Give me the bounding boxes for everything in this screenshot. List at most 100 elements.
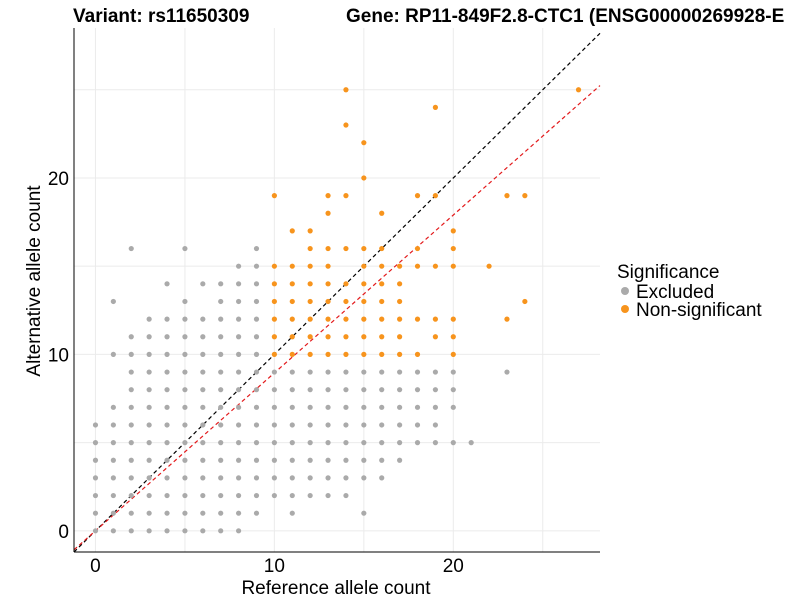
point-excluded: [128, 492, 134, 499]
point-non-significant: [414, 193, 421, 199]
point-excluded: [235, 528, 242, 534]
point-excluded: [92, 475, 99, 481]
point-excluded: [218, 351, 224, 357]
point-excluded: [146, 528, 152, 534]
point-excluded: [128, 334, 134, 340]
point-excluded: [200, 334, 206, 340]
reference-line-identity: [73, 32, 601, 553]
point-excluded: [200, 492, 206, 499]
point-excluded: [289, 404, 295, 410]
point-excluded: [289, 440, 295, 446]
point-excluded: [253, 440, 260, 446]
point-excluded: [343, 404, 349, 410]
point-excluded: [164, 316, 170, 322]
point-excluded: [164, 422, 170, 428]
point-excluded: [379, 369, 385, 375]
grid: [74, 28, 600, 552]
point-non-significant: [361, 175, 367, 181]
point-excluded: [235, 263, 242, 269]
point-non-significant: [325, 281, 331, 287]
point-excluded: [200, 387, 206, 393]
point-excluded: [128, 404, 134, 410]
point-excluded: [200, 510, 206, 516]
tick-labels: 0 10 20 0 10 20: [48, 169, 464, 577]
point-excluded: [110, 298, 116, 305]
point-excluded: [253, 369, 260, 375]
point-excluded: [325, 387, 331, 393]
point-excluded: [307, 387, 313, 393]
point-excluded: [379, 440, 385, 446]
point-non-significant: [325, 245, 331, 252]
reference-line-fit: [73, 85, 601, 551]
point-excluded: [325, 440, 331, 446]
reference-lines: [73, 32, 601, 553]
point-excluded: [128, 528, 134, 534]
point-non-significant: [450, 351, 456, 357]
x-axis-title: Reference allele count: [241, 578, 431, 599]
point-excluded: [164, 440, 170, 446]
point-excluded: [200, 457, 206, 463]
point-non-significant: [271, 316, 277, 322]
point-excluded: [343, 475, 349, 481]
legend-label-non-significant: Non-significant: [636, 300, 762, 321]
point-excluded: [110, 475, 116, 481]
legend-title: Significance: [617, 262, 719, 283]
point-excluded: [289, 369, 295, 375]
point-excluded: [146, 492, 152, 499]
point-excluded: [253, 457, 260, 463]
chart-title-gene: Gene: RP11-849F2.8-CTC1 (ENSG00000269928…: [346, 6, 784, 27]
point-excluded: [128, 245, 134, 252]
point-excluded: [164, 281, 170, 287]
point-excluded: [289, 510, 295, 516]
point-non-significant: [343, 298, 349, 305]
point-excluded: [325, 475, 331, 481]
point-excluded: [450, 404, 456, 410]
point-excluded: [343, 387, 349, 393]
point-non-significant: [361, 281, 367, 287]
point-excluded: [397, 457, 403, 463]
point-excluded: [110, 422, 116, 428]
point-excluded: [343, 369, 349, 375]
point-excluded: [307, 440, 313, 446]
point-non-significant: [289, 351, 295, 357]
point-excluded: [218, 457, 224, 463]
point-excluded: [218, 422, 224, 428]
point-non-significant: [343, 245, 349, 252]
point-excluded: [235, 492, 242, 499]
point-excluded: [164, 369, 170, 375]
point-non-significant: [307, 298, 313, 305]
point-excluded: [235, 281, 242, 287]
point-excluded: [397, 404, 403, 410]
point-excluded: [110, 492, 116, 499]
point-non-significant: [575, 87, 582, 93]
point-excluded: [271, 457, 277, 463]
point-excluded: [253, 334, 260, 340]
point-non-significant: [343, 281, 349, 287]
point-non-significant: [289, 334, 295, 340]
point-excluded: [182, 298, 188, 305]
point-non-significant: [343, 193, 349, 199]
point-non-significant: [343, 316, 349, 322]
point-excluded: [92, 492, 99, 499]
point-non-significant: [450, 245, 456, 252]
point-non-significant: [397, 263, 403, 269]
point-excluded: [379, 457, 385, 463]
point-non-significant: [397, 298, 403, 305]
point-excluded: [289, 422, 295, 428]
point-excluded: [110, 528, 116, 534]
point-excluded: [414, 369, 421, 375]
point-excluded: [128, 387, 134, 393]
point-excluded: [146, 457, 152, 463]
point-excluded: [164, 404, 170, 410]
point-excluded: [182, 457, 188, 463]
point-excluded: [235, 475, 242, 481]
point-non-significant: [307, 281, 313, 287]
point-excluded: [146, 334, 152, 340]
point-excluded: [253, 510, 260, 516]
point-excluded: [271, 404, 277, 410]
y-tick-label: 0: [58, 522, 69, 543]
point-excluded: [253, 475, 260, 481]
point-non-significant: [325, 316, 331, 322]
point-excluded: [128, 457, 134, 463]
